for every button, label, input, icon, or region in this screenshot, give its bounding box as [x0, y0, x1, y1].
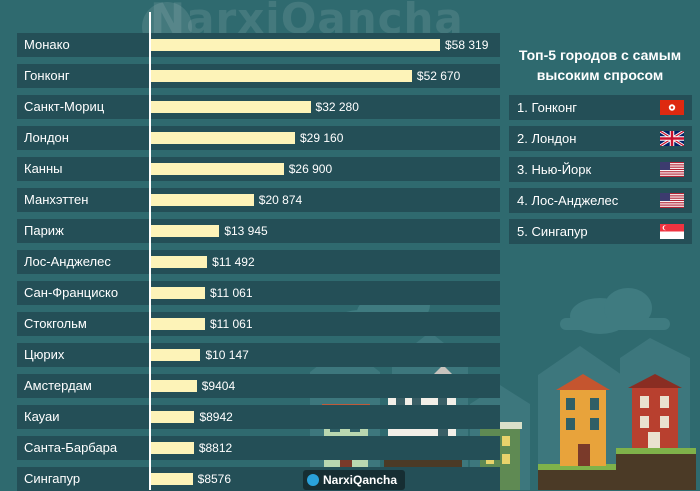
category-label: Санкт-Мориц: [24, 99, 105, 114]
category-label: Париж: [24, 223, 64, 238]
bar: [150, 380, 197, 392]
category-label: Цюрих: [24, 347, 65, 362]
bar: [150, 442, 194, 454]
chart-row: [17, 343, 500, 367]
bar: [150, 194, 254, 206]
category-label: Стокгольм: [24, 316, 87, 331]
top5-item-label: 3. Нью-Йорк: [517, 162, 592, 177]
value-label: $8942: [199, 410, 233, 424]
top5-item: 2. Лондон: [509, 126, 692, 151]
category-label: Гонконг: [24, 68, 70, 83]
top5-title-line2: высоким спросом: [536, 67, 664, 83]
value-label: $11 061: [210, 286, 253, 300]
usa-flag-icon: [660, 193, 684, 208]
value-label: $26 900: [288, 162, 333, 176]
value-label: $32 280: [315, 100, 359, 114]
top5-title: Топ-5 городов с самым высоким спросом: [508, 45, 692, 85]
category-label: Сингапур: [24, 471, 81, 486]
top5-item: 3. Нью-Йорк: [509, 157, 692, 182]
uk-flag-icon: [660, 131, 684, 146]
bar: [150, 132, 295, 144]
usa-flag-icon: [660, 162, 684, 177]
bar: [150, 411, 195, 423]
chart-row: [17, 312, 500, 336]
top5-item: 4. Лос-Анджелес: [509, 188, 692, 213]
chart-row: [17, 374, 500, 398]
category-label: Санта-Барбара: [24, 440, 118, 455]
chart-row: [17, 281, 500, 305]
value-label: $8812: [198, 441, 233, 455]
footer-brand-text: NarxiQancha: [323, 473, 398, 487]
top5-item-label: 2. Лондон: [517, 131, 577, 146]
category-label: Лос-Анджелес: [24, 254, 111, 269]
top5-item: 1. Гонконг: [509, 95, 692, 120]
bar: [150, 225, 220, 237]
value-label: $20 874: [258, 193, 303, 207]
telegram-icon: [307, 474, 319, 486]
cloud-right: [560, 288, 670, 334]
hong-kong-flag-icon: [660, 100, 684, 115]
chart-row: [17, 188, 500, 212]
chart-row: [17, 436, 500, 460]
bar: [150, 287, 205, 299]
top5-item: 5. Сингапур: [509, 219, 692, 244]
bar: [150, 39, 440, 51]
y-axis-line: [149, 12, 151, 490]
value-label: $11 061: [210, 317, 253, 331]
chart-row: [17, 405, 500, 429]
top5-title-line1: Топ-5 городов с самым: [518, 47, 682, 63]
top5-item-label: 5. Сингапур: [517, 224, 588, 239]
category-label: Кауаи: [24, 409, 60, 424]
value-label: $52 670: [416, 69, 461, 83]
category-label: Канны: [24, 161, 63, 176]
chart-row: [17, 250, 500, 274]
house-red: [628, 374, 682, 448]
category-label: Амстердам: [24, 378, 92, 393]
house-orange: [556, 374, 610, 466]
value-label: $58 319: [445, 38, 489, 52]
category-label: Лондон: [24, 130, 69, 145]
value-label: $8576: [197, 472, 232, 486]
footer-brand: NarxiQancha: [303, 470, 406, 490]
chart-row: [17, 219, 500, 243]
category-label: Манхэттен: [24, 192, 89, 207]
value-label: $29 160: [300, 131, 344, 145]
bar: [150, 318, 205, 330]
value-label: $13 945: [224, 224, 268, 238]
category-label: Сан-Франциско: [24, 285, 119, 300]
top5-item-label: 1. Гонконг: [517, 100, 578, 115]
category-label: Монако: [24, 37, 70, 52]
bar: [150, 70, 412, 82]
value-label: $11 492: [212, 255, 255, 269]
chart-row: [17, 467, 500, 491]
value-label: $10 147: [205, 348, 249, 362]
bar: [150, 473, 193, 485]
singapore-flag-icon: [660, 224, 684, 239]
top5-item-label: 4. Лос-Анджелес: [517, 193, 619, 208]
bar: [150, 163, 284, 175]
bar: [150, 349, 201, 361]
bar: [150, 101, 311, 113]
bar: [150, 256, 208, 268]
value-label: $9404: [201, 379, 236, 393]
